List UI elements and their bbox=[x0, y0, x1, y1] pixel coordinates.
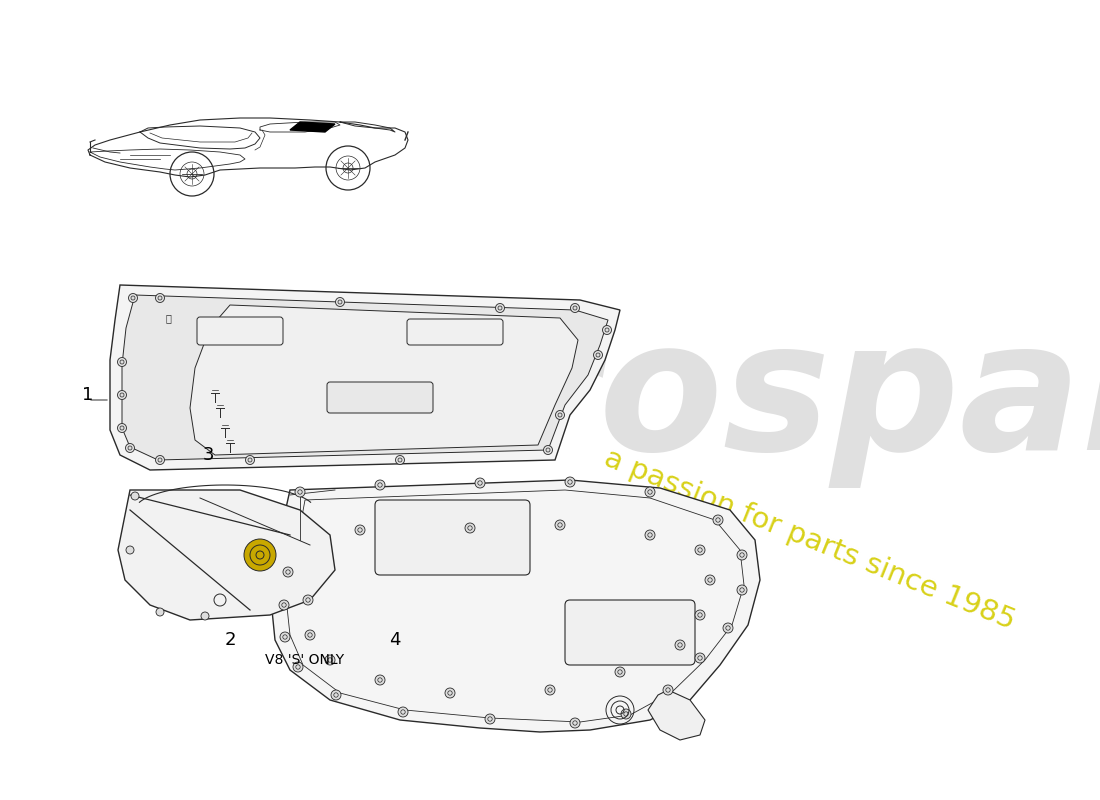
FancyBboxPatch shape bbox=[565, 600, 695, 665]
Circle shape bbox=[603, 326, 612, 334]
Circle shape bbox=[118, 423, 127, 433]
Circle shape bbox=[129, 294, 138, 302]
Text: 1: 1 bbox=[82, 386, 94, 404]
Circle shape bbox=[465, 523, 475, 533]
Text: a passion for parts since 1985: a passion for parts since 1985 bbox=[601, 445, 1020, 635]
Circle shape bbox=[543, 446, 552, 454]
Circle shape bbox=[244, 539, 276, 571]
Text: 4: 4 bbox=[389, 631, 400, 649]
Text: 〜: 〜 bbox=[165, 313, 170, 323]
Circle shape bbox=[155, 455, 165, 465]
Circle shape bbox=[556, 410, 564, 419]
Circle shape bbox=[355, 525, 365, 535]
Circle shape bbox=[663, 685, 673, 695]
Circle shape bbox=[475, 478, 485, 488]
Circle shape bbox=[621, 709, 631, 719]
Circle shape bbox=[705, 575, 715, 585]
Circle shape bbox=[283, 567, 293, 577]
Circle shape bbox=[398, 707, 408, 717]
FancyBboxPatch shape bbox=[327, 382, 433, 413]
Circle shape bbox=[446, 688, 455, 698]
Circle shape bbox=[565, 477, 575, 487]
Circle shape bbox=[645, 487, 654, 497]
Circle shape bbox=[156, 608, 164, 616]
Circle shape bbox=[495, 303, 505, 313]
Polygon shape bbox=[648, 690, 705, 740]
Circle shape bbox=[305, 630, 315, 640]
Circle shape bbox=[324, 655, 336, 665]
Circle shape bbox=[570, 718, 580, 728]
Circle shape bbox=[293, 662, 303, 672]
Circle shape bbox=[280, 632, 290, 642]
Text: 3: 3 bbox=[202, 446, 213, 464]
Circle shape bbox=[737, 585, 747, 595]
Circle shape bbox=[485, 714, 495, 724]
Circle shape bbox=[126, 546, 134, 554]
Circle shape bbox=[695, 545, 705, 555]
Text: eurospares: eurospares bbox=[260, 312, 1100, 488]
Polygon shape bbox=[118, 490, 336, 620]
Circle shape bbox=[645, 530, 654, 540]
Circle shape bbox=[723, 623, 733, 633]
FancyBboxPatch shape bbox=[375, 500, 530, 575]
Polygon shape bbox=[122, 295, 608, 460]
Text: V8 'S' ONLY: V8 'S' ONLY bbox=[265, 653, 344, 667]
Circle shape bbox=[571, 303, 580, 313]
Circle shape bbox=[131, 492, 139, 500]
Circle shape bbox=[737, 550, 747, 560]
Circle shape bbox=[331, 690, 341, 700]
Polygon shape bbox=[190, 305, 578, 455]
Circle shape bbox=[279, 600, 289, 610]
Circle shape bbox=[118, 358, 127, 366]
Text: 2: 2 bbox=[224, 631, 235, 649]
Polygon shape bbox=[290, 122, 336, 132]
Circle shape bbox=[695, 653, 705, 663]
Circle shape bbox=[375, 675, 385, 685]
Circle shape bbox=[695, 610, 705, 620]
Circle shape bbox=[396, 455, 405, 465]
Circle shape bbox=[336, 298, 344, 306]
Circle shape bbox=[155, 294, 165, 302]
Polygon shape bbox=[110, 285, 620, 470]
Polygon shape bbox=[272, 480, 760, 732]
Circle shape bbox=[375, 480, 385, 490]
Circle shape bbox=[713, 515, 723, 525]
Circle shape bbox=[615, 667, 625, 677]
Circle shape bbox=[675, 640, 685, 650]
FancyBboxPatch shape bbox=[407, 319, 503, 345]
Circle shape bbox=[118, 390, 127, 399]
Circle shape bbox=[295, 487, 305, 497]
Circle shape bbox=[201, 612, 209, 620]
Circle shape bbox=[594, 350, 603, 359]
Circle shape bbox=[544, 685, 556, 695]
Circle shape bbox=[245, 455, 254, 465]
FancyBboxPatch shape bbox=[197, 317, 283, 345]
Circle shape bbox=[125, 443, 134, 453]
Circle shape bbox=[556, 520, 565, 530]
Circle shape bbox=[302, 595, 313, 605]
